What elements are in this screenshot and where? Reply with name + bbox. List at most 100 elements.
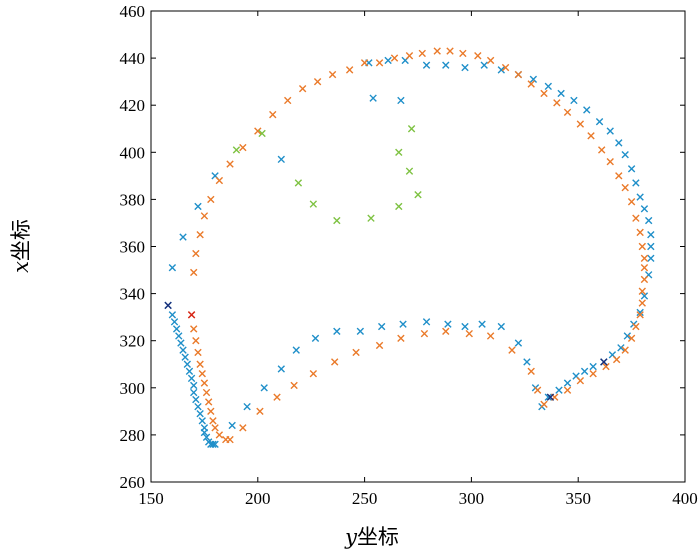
data-point bbox=[256, 407, 264, 416]
data-point bbox=[170, 318, 179, 326]
data-point bbox=[390, 54, 399, 62]
data-point bbox=[617, 344, 625, 352]
data-point bbox=[198, 369, 206, 378]
data-point bbox=[418, 49, 426, 58]
data-point bbox=[273, 393, 281, 401]
data-point bbox=[553, 99, 561, 107]
data-point bbox=[486, 332, 495, 340]
data-point bbox=[239, 143, 247, 152]
data-point bbox=[557, 89, 565, 98]
data-point bbox=[544, 82, 552, 91]
data-point bbox=[459, 49, 467, 58]
data-point bbox=[514, 70, 523, 79]
x-tick-label: 250 bbox=[352, 489, 378, 508]
data-point bbox=[232, 146, 241, 154]
data-point bbox=[269, 110, 277, 119]
data-point bbox=[638, 287, 646, 295]
data-point bbox=[395, 148, 403, 156]
data-point bbox=[527, 367, 535, 376]
data-point bbox=[211, 440, 219, 449]
data-point bbox=[399, 320, 407, 328]
data-point bbox=[168, 311, 177, 319]
data-point bbox=[621, 183, 629, 192]
data-point bbox=[258, 129, 266, 138]
data-point bbox=[187, 374, 196, 383]
data-point bbox=[465, 329, 473, 338]
data-point bbox=[627, 334, 636, 343]
data-point bbox=[598, 146, 606, 154]
y-tick-label: 260 bbox=[120, 473, 146, 492]
data-point bbox=[612, 355, 621, 364]
data-point bbox=[514, 339, 523, 347]
x-axis-title: y坐标 bbox=[344, 525, 399, 549]
data-point bbox=[638, 299, 646, 307]
data-point bbox=[533, 386, 542, 394]
data-points bbox=[164, 47, 655, 449]
data-point bbox=[563, 379, 572, 387]
data-point bbox=[190, 325, 198, 333]
data-point bbox=[461, 63, 469, 72]
data-point bbox=[540, 89, 548, 98]
data-point bbox=[375, 341, 384, 350]
data-point bbox=[589, 369, 597, 378]
data-point bbox=[647, 242, 655, 251]
data-point bbox=[640, 264, 649, 272]
data-point bbox=[576, 377, 585, 385]
data-point bbox=[640, 292, 649, 300]
data-point bbox=[200, 212, 209, 220]
data-point bbox=[640, 275, 649, 284]
data-point bbox=[215, 431, 224, 439]
data-point bbox=[414, 190, 422, 199]
data-point bbox=[544, 393, 552, 401]
data-point bbox=[200, 428, 209, 437]
data-point bbox=[474, 52, 482, 60]
data-point bbox=[375, 59, 384, 67]
data-point bbox=[420, 329, 429, 338]
data-point bbox=[309, 369, 318, 378]
data-point bbox=[185, 367, 194, 376]
data-point bbox=[632, 322, 640, 331]
data-point bbox=[183, 360, 192, 368]
x-tick-label: 400 bbox=[672, 489, 698, 508]
data-point bbox=[209, 417, 217, 425]
data-point bbox=[175, 332, 183, 340]
data-point bbox=[405, 167, 414, 175]
x-tick-label: 200 bbox=[245, 489, 271, 508]
data-point bbox=[606, 158, 614, 166]
data-point bbox=[570, 96, 578, 105]
y-tick-label: 420 bbox=[120, 96, 146, 115]
data-point bbox=[228, 421, 236, 430]
data-point bbox=[277, 155, 285, 164]
data-point bbox=[196, 360, 204, 368]
data-point bbox=[638, 242, 646, 251]
data-point bbox=[508, 346, 516, 354]
data-point bbox=[563, 386, 572, 394]
data-point bbox=[627, 198, 636, 206]
data-point bbox=[621, 346, 629, 354]
data-point bbox=[461, 322, 469, 331]
data-point bbox=[260, 384, 268, 392]
data-point bbox=[211, 424, 219, 432]
data-point bbox=[587, 132, 595, 140]
data-point bbox=[194, 402, 202, 411]
data-point bbox=[602, 362, 610, 371]
data-point bbox=[497, 322, 505, 331]
data-point bbox=[187, 311, 196, 319]
data-point bbox=[369, 94, 377, 102]
data-point bbox=[226, 435, 234, 444]
data-point bbox=[179, 233, 187, 241]
data-point bbox=[215, 176, 224, 185]
axis-tick-labels: 150 200 250 300 350 400 260 280 300 320 340 360 380 4… bbox=[120, 2, 698, 508]
data-point bbox=[480, 61, 488, 69]
data-point bbox=[442, 61, 450, 69]
data-point bbox=[179, 346, 187, 354]
data-point bbox=[529, 75, 538, 83]
data-point bbox=[600, 358, 608, 366]
data-point bbox=[397, 96, 405, 105]
data-point bbox=[356, 327, 365, 335]
data-point bbox=[395, 202, 403, 211]
data-point bbox=[177, 339, 185, 347]
data-point bbox=[615, 139, 623, 147]
data-point bbox=[172, 325, 181, 333]
